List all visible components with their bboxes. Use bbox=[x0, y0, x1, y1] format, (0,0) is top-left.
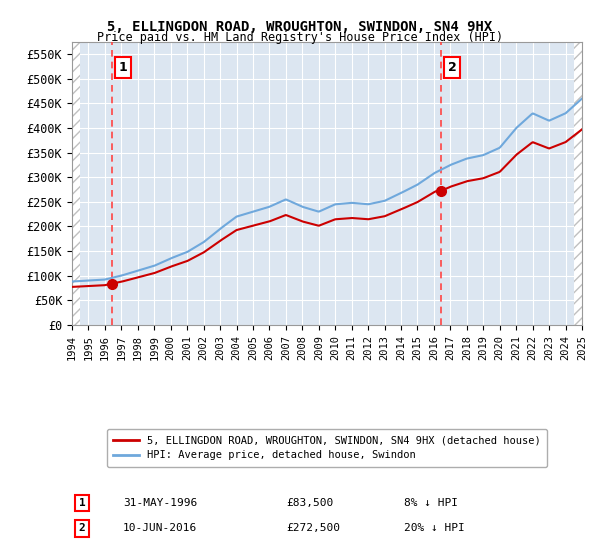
Text: 31-MAY-1996: 31-MAY-1996 bbox=[123, 498, 197, 508]
Text: 10-JUN-2016: 10-JUN-2016 bbox=[123, 524, 197, 534]
Text: 2: 2 bbox=[79, 524, 86, 534]
Text: 2: 2 bbox=[448, 61, 457, 74]
Text: 20% ↓ HPI: 20% ↓ HPI bbox=[404, 524, 464, 534]
Text: 8% ↓ HPI: 8% ↓ HPI bbox=[404, 498, 458, 508]
Text: £272,500: £272,500 bbox=[286, 524, 340, 534]
Text: 1: 1 bbox=[79, 498, 86, 508]
Text: Price paid vs. HM Land Registry's House Price Index (HPI): Price paid vs. HM Land Registry's House … bbox=[97, 31, 503, 44]
Legend: 5, ELLINGDON ROAD, WROUGHTON, SWINDON, SN4 9HX (detached house), HPI: Average pr: 5, ELLINGDON ROAD, WROUGHTON, SWINDON, S… bbox=[107, 429, 547, 466]
Text: £83,500: £83,500 bbox=[286, 498, 334, 508]
Text: 1: 1 bbox=[118, 61, 127, 74]
Text: 5, ELLINGDON ROAD, WROUGHTON, SWINDON, SN4 9HX: 5, ELLINGDON ROAD, WROUGHTON, SWINDON, S… bbox=[107, 20, 493, 34]
